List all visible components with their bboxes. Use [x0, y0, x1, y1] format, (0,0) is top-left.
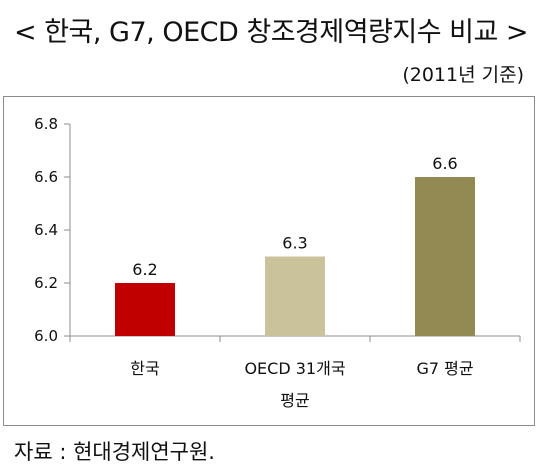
y-tick-label: 6.2 — [34, 274, 58, 292]
plot-frame — [3, 96, 535, 426]
bars — [115, 177, 475, 336]
y-tick-label: 6.0 — [34, 327, 58, 345]
chart-title: < 한국, G7, OECD 창조경제역량지수 비교 > — [14, 17, 529, 48]
chart-subtitle: (2011년 기준) — [402, 64, 524, 86]
bar — [265, 256, 325, 336]
bar — [415, 177, 475, 336]
x-tick-label: OECD 31개국 — [244, 359, 345, 378]
x-tick-label: 한국 — [130, 359, 159, 378]
data-label: 6.3 — [282, 234, 307, 253]
y-tick-label: 6.8 — [34, 115, 58, 133]
data-label: 6.6 — [432, 154, 457, 173]
x-tick-label: 평균 — [280, 391, 309, 410]
bar — [115, 283, 175, 336]
y-tick-label: 6.4 — [34, 221, 58, 239]
source-note: 자료 : 현대경제연구원. — [14, 440, 215, 464]
axes: 6.0 6.2 6.4 6.6 6.8 — [34, 115, 521, 345]
data-label: 6.2 — [132, 260, 157, 279]
x-tick-label: G7 평균 — [416, 359, 473, 378]
y-tick-label: 6.6 — [34, 168, 58, 186]
